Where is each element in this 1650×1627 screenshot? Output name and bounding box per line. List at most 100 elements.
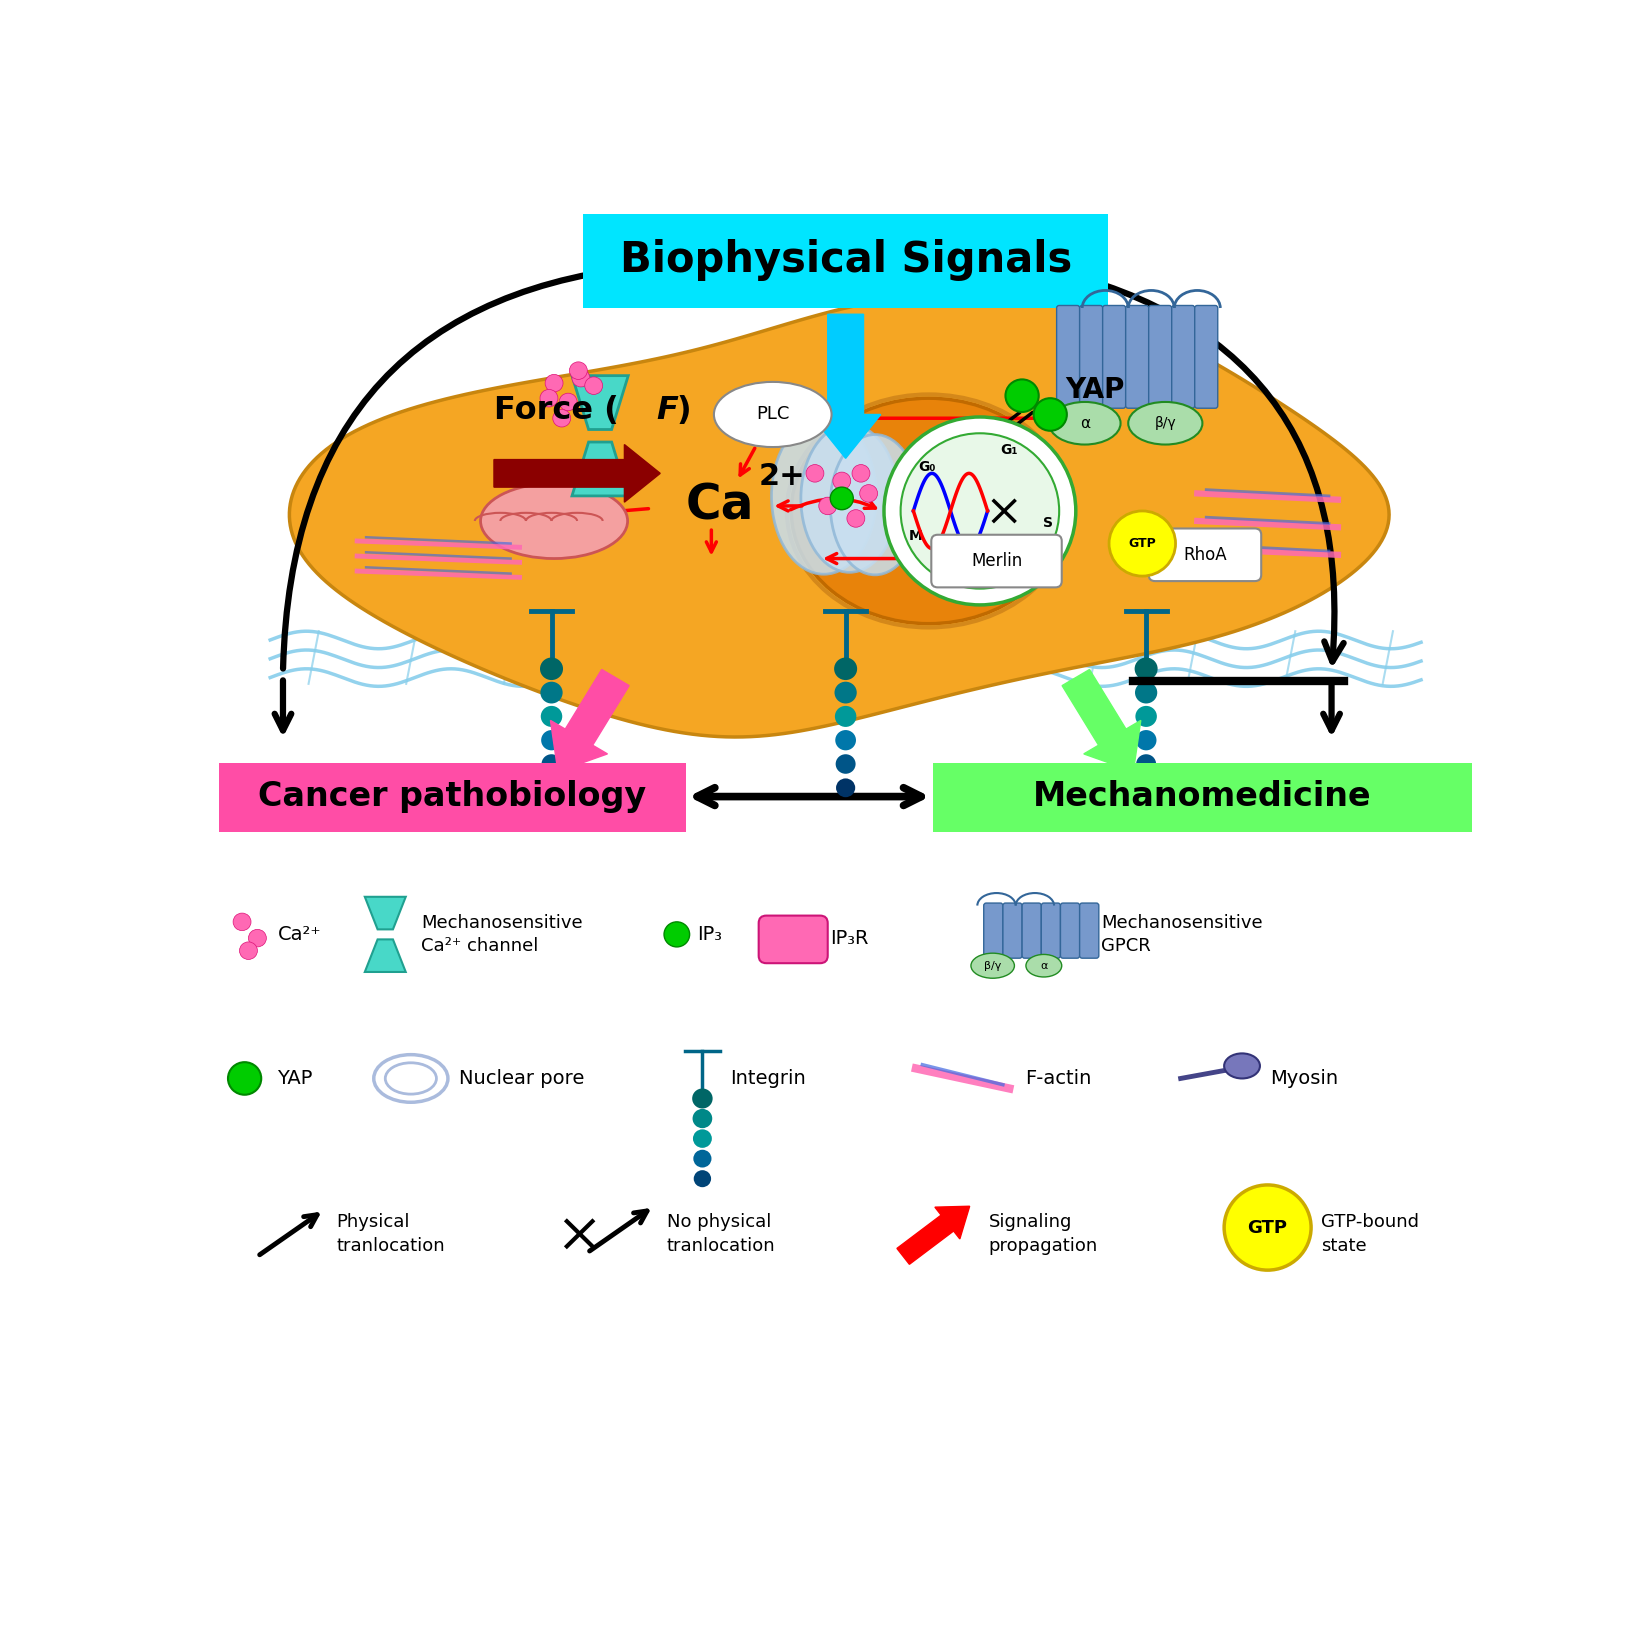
Text: Ca²⁺: Ca²⁺: [277, 924, 322, 944]
Circle shape: [835, 682, 856, 703]
Circle shape: [1109, 511, 1175, 576]
Circle shape: [1005, 379, 1040, 412]
Ellipse shape: [970, 953, 1015, 978]
Text: Myosin: Myosin: [1270, 1069, 1338, 1088]
Circle shape: [693, 1088, 713, 1108]
Circle shape: [573, 369, 589, 387]
FancyBboxPatch shape: [584, 215, 1107, 308]
FancyBboxPatch shape: [1021, 903, 1041, 958]
Text: S: S: [1043, 516, 1053, 530]
Circle shape: [1135, 657, 1158, 680]
Polygon shape: [289, 293, 1389, 737]
Circle shape: [569, 361, 587, 379]
Circle shape: [239, 942, 257, 960]
Polygon shape: [365, 896, 406, 929]
Text: GTP-bound
state: GTP-bound state: [1322, 1214, 1419, 1254]
Text: Mechanosensitive
Ca²⁺ channel: Mechanosensitive Ca²⁺ channel: [421, 914, 582, 955]
Text: Merlin: Merlin: [970, 552, 1021, 569]
Circle shape: [837, 778, 855, 797]
Text: Force (: Force (: [493, 395, 619, 426]
FancyArrow shape: [493, 444, 660, 503]
Text: F-actin: F-actin: [1025, 1069, 1091, 1088]
Text: Mechanosensitive
GPCR: Mechanosensitive GPCR: [1102, 914, 1262, 955]
Circle shape: [818, 498, 837, 514]
Text: Cancer pathobiology: Cancer pathobiology: [257, 779, 645, 814]
Text: α: α: [1040, 960, 1048, 971]
Polygon shape: [573, 443, 629, 496]
Text: PLC: PLC: [756, 405, 789, 423]
Circle shape: [228, 1062, 261, 1095]
Circle shape: [693, 1129, 711, 1149]
FancyArrow shape: [898, 1206, 970, 1264]
Circle shape: [233, 913, 251, 931]
Text: Integrin: Integrin: [731, 1069, 807, 1088]
Circle shape: [540, 657, 563, 680]
Text: YAP: YAP: [277, 1069, 312, 1088]
Text: IP₃: IP₃: [698, 924, 723, 944]
Text: α: α: [1079, 417, 1089, 431]
Circle shape: [884, 417, 1076, 605]
FancyArrow shape: [551, 669, 629, 771]
Circle shape: [693, 1110, 713, 1128]
Circle shape: [1135, 731, 1157, 750]
Circle shape: [835, 657, 856, 680]
Ellipse shape: [792, 399, 1066, 623]
Text: Nuclear pore: Nuclear pore: [459, 1069, 584, 1088]
Polygon shape: [573, 376, 629, 430]
Text: Biophysical Signals: Biophysical Signals: [619, 239, 1072, 281]
FancyBboxPatch shape: [759, 916, 828, 963]
Circle shape: [835, 755, 856, 774]
FancyBboxPatch shape: [1148, 306, 1171, 408]
Circle shape: [693, 1170, 711, 1188]
Circle shape: [663, 923, 690, 947]
FancyBboxPatch shape: [1079, 306, 1102, 408]
Ellipse shape: [480, 483, 627, 558]
Ellipse shape: [1026, 955, 1061, 976]
Text: G₀: G₀: [919, 460, 936, 475]
Text: Ca: Ca: [686, 482, 754, 530]
Text: β/γ: β/γ: [1155, 417, 1176, 430]
Circle shape: [693, 1150, 711, 1168]
FancyBboxPatch shape: [1172, 306, 1195, 408]
Circle shape: [1135, 682, 1157, 703]
Circle shape: [541, 706, 563, 727]
FancyBboxPatch shape: [219, 763, 686, 831]
FancyBboxPatch shape: [1148, 529, 1261, 581]
Circle shape: [559, 394, 578, 410]
Circle shape: [860, 485, 878, 503]
Text: IP₃R: IP₃R: [830, 929, 870, 947]
Text: M: M: [909, 529, 922, 543]
Circle shape: [544, 374, 563, 392]
FancyBboxPatch shape: [1041, 903, 1061, 958]
Text: YAP: YAP: [1066, 376, 1125, 403]
Ellipse shape: [1224, 1053, 1261, 1079]
FancyBboxPatch shape: [1003, 903, 1021, 958]
Circle shape: [1137, 755, 1157, 774]
Text: ): ): [676, 395, 691, 426]
Circle shape: [835, 706, 856, 727]
FancyArrow shape: [810, 314, 881, 459]
Ellipse shape: [800, 425, 898, 573]
Text: F: F: [657, 395, 678, 426]
Text: Signaling
propagation: Signaling propagation: [988, 1214, 1099, 1254]
Text: 2+: 2+: [759, 462, 805, 491]
FancyArrow shape: [1063, 669, 1140, 771]
Text: GTP: GTP: [1129, 537, 1157, 550]
Circle shape: [846, 509, 865, 527]
Circle shape: [833, 472, 851, 490]
Circle shape: [1224, 1184, 1312, 1271]
Circle shape: [541, 731, 563, 750]
Circle shape: [835, 731, 856, 750]
Ellipse shape: [830, 434, 919, 574]
FancyBboxPatch shape: [932, 763, 1472, 831]
Text: Mechanomedicine: Mechanomedicine: [1033, 779, 1371, 814]
Circle shape: [805, 465, 823, 482]
Text: RhoA: RhoA: [1183, 545, 1226, 565]
Circle shape: [1137, 778, 1155, 797]
FancyBboxPatch shape: [1056, 306, 1079, 408]
Circle shape: [541, 778, 561, 797]
Circle shape: [584, 377, 602, 394]
Ellipse shape: [1049, 402, 1120, 444]
Circle shape: [851, 465, 870, 482]
FancyBboxPatch shape: [931, 535, 1061, 587]
